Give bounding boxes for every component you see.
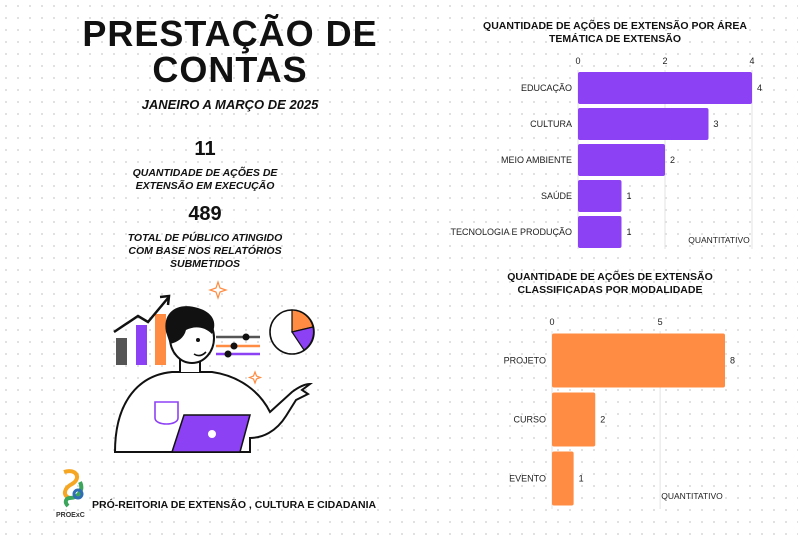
bar [578, 216, 622, 248]
category-label: TECNOLOGIA E PRODUÇÃO [450, 227, 572, 237]
logo-label: PROExC [56, 512, 85, 519]
data-label: 2 [670, 155, 675, 165]
thematic-area-bar-chart: 0 2 4 EDUCAÇÃO 4 CULTURA 3 MEIO AMBIENTE 2 SAÚDE 1… [450, 56, 762, 249]
bar [578, 72, 752, 104]
category-label: EDUCAÇÃO [521, 83, 572, 93]
sparkle-icon [208, 280, 263, 385]
data-label: 8 [730, 356, 735, 366]
category-label: CULTURA [530, 119, 572, 129]
data-label: 3 [714, 119, 719, 129]
bar-growth-icon [113, 294, 171, 365]
thematic-area-chart-title: QUANTIDADE DE AÇÕES DE EXTENSÃO POR ÁREA… [483, 20, 747, 45]
data-label: 2 [600, 415, 605, 425]
laptop-icon [170, 414, 251, 453]
bar [578, 144, 665, 176]
person-figure [113, 306, 314, 453]
actions-count-label: QUANTIDADE DE AÇÕES DE EXTENSÃO EM EXECU… [132, 167, 278, 192]
category-label: PROJETO [504, 356, 546, 366]
slider-controls-icon [216, 333, 260, 358]
x-tick-label: 5 [658, 317, 663, 327]
modality-bar-chart: 0 5 PROJETO 8 CURSO 2 EVENTO 1 QUANTITATIVO [504, 317, 735, 509]
x-tick-label: 4 [749, 56, 754, 66]
org-name: PRÓ-REITORIA DE EXTENSÃO , CULTURA E CID… [92, 499, 377, 511]
category-label: CURSO [513, 415, 546, 425]
period-subtitle: JANEIRO A MARÇO DE 2025 [141, 97, 319, 112]
actions-count: 11 [194, 138, 216, 160]
bar [552, 333, 725, 388]
bar [578, 108, 709, 140]
bar [552, 392, 596, 447]
x-tick-label: 0 [549, 317, 554, 327]
data-label: 1 [579, 474, 584, 484]
data-label: 4 [757, 83, 762, 93]
data-label: 1 [627, 227, 632, 237]
category-label: MEIO AMBIENTE [501, 155, 572, 165]
audience-count-label: TOTAL DE PÚBLICO ATINGIDO COM BASE NOS R… [127, 232, 283, 270]
x-axis-label: QUANTITATIVO [688, 235, 750, 245]
category-label: EVENTO [509, 474, 546, 484]
page-title: PRESTAÇÃO DE CONTAS [82, 13, 378, 90]
x-axis-label: QUANTITATIVO [661, 491, 723, 501]
modality-chart-title: QUANTIDADE DE AÇÕES DE EXTENSÃO CLASSIFI… [507, 271, 713, 296]
x-tick-label: 2 [662, 56, 667, 66]
bar [578, 180, 622, 212]
category-label: SAÚDE [541, 191, 572, 201]
data-label: 1 [627, 191, 632, 201]
audience-count: 489 [188, 203, 222, 225]
bar [552, 451, 574, 506]
x-tick-label: 0 [575, 56, 580, 66]
person-with-laptop-illustration [113, 280, 315, 453]
proexc-logo-icon [63, 469, 84, 508]
pie-chart-icon [269, 309, 315, 355]
